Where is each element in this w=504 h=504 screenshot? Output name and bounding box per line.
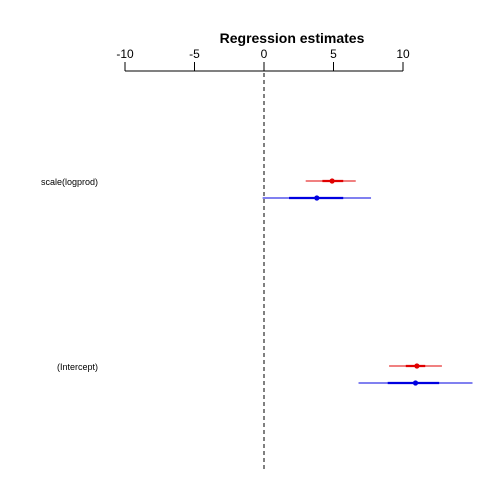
estimate-point: [414, 363, 420, 369]
estimate-point: [314, 195, 320, 201]
estimate-marks: [262, 178, 473, 386]
x-tick-label: -10: [116, 47, 134, 61]
term-labels: scale(logprod) (Intercept): [41, 177, 98, 372]
x-tick-label: 10: [396, 47, 410, 61]
x-axis: -10 -5 0 5 10: [116, 47, 410, 72]
term-label: scale(logprod): [41, 177, 98, 187]
estimate-point: [329, 178, 335, 184]
x-tick-label: 0: [261, 47, 268, 61]
chart-title: Regression estimates: [220, 30, 365, 46]
term-label: (Intercept): [57, 362, 98, 372]
x-tick-label: 5: [330, 47, 337, 61]
x-tick-label: -5: [189, 47, 200, 61]
estimate-point: [412, 380, 419, 386]
